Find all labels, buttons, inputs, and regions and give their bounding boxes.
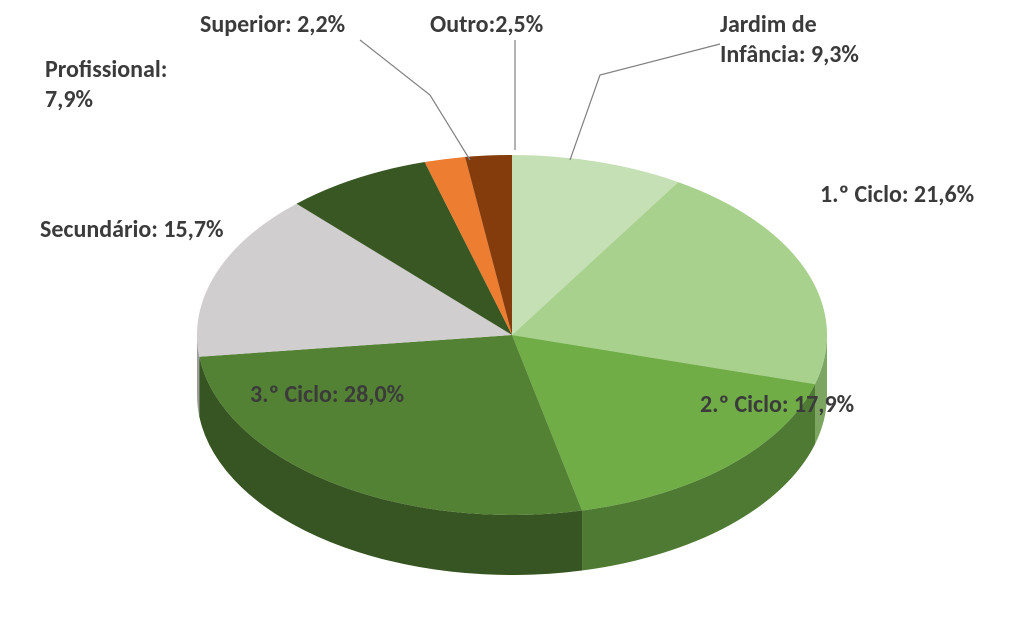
label-ciclo3: 3.º Ciclo: 28,0% — [250, 380, 404, 410]
label-ciclo1: 1.º Ciclo: 21,6% — [820, 180, 974, 210]
leader-jardim — [570, 44, 720, 160]
label-superior: Superior: 2,2% — [200, 10, 345, 40]
label-outro: Outro:2,5% — [430, 10, 543, 40]
pie-chart-3d: Jardim deInfância: 9,3% 1.º Ciclo: 21,6% 2… — [0, 0, 1024, 639]
label-ciclo2: 2.º Ciclo: 17,9% — [700, 390, 854, 420]
label-jardim: Jardim deInfância: 9,3% — [720, 10, 859, 70]
label-secundario: Secundário: 15,7% — [40, 215, 224, 245]
label-profissional: Profissional:7,9% — [45, 55, 167, 115]
leader-superior — [360, 40, 470, 160]
